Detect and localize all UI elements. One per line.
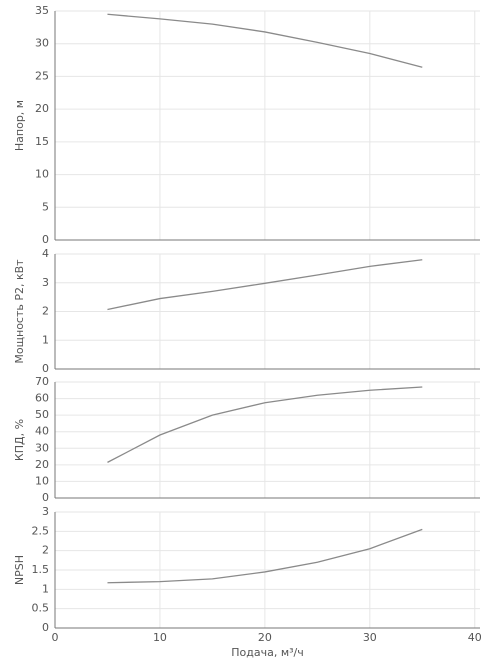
y-tick-label: 3 xyxy=(42,505,49,518)
y-tick-label: 2.5 xyxy=(32,524,50,537)
y-tick-label: 10 xyxy=(35,474,49,487)
x-tick-label: 20 xyxy=(258,631,272,644)
y-tick-label: 50 xyxy=(35,408,49,421)
line xyxy=(107,13,423,68)
y-tick-label: 1 xyxy=(42,582,49,595)
y-tick-label: 30 xyxy=(35,37,49,50)
y-tick-label: 30 xyxy=(35,441,49,454)
y-tick-label: 0 xyxy=(42,362,49,375)
y-tick-label: 10 xyxy=(35,168,49,181)
y-tick-label: 40 xyxy=(35,425,49,438)
y-tick-label: 60 xyxy=(35,392,49,405)
line xyxy=(107,528,423,584)
line xyxy=(107,259,423,311)
y-tick-label: 20 xyxy=(35,458,49,471)
y-axis-label: NPSH xyxy=(13,555,26,585)
x-tick-label: 10 xyxy=(153,631,167,644)
y-tick-label: 3 xyxy=(42,276,49,289)
x-tick-label: 0 xyxy=(52,631,59,644)
y-axis-label: Напор, м xyxy=(13,100,26,151)
x-tick-label: 30 xyxy=(363,631,377,644)
y-tick-label: 0.5 xyxy=(32,602,50,615)
y-tick-label: 2 xyxy=(42,544,49,557)
x-tick-label: 40 xyxy=(468,631,482,644)
y-tick-label: 2 xyxy=(42,305,49,318)
y-tick-label: 5 xyxy=(42,200,49,213)
y-tick-label: 4 xyxy=(42,247,49,260)
y-tick-label: 35 xyxy=(35,4,49,17)
y-tick-label: 0 xyxy=(42,621,49,634)
y-tick-label: 25 xyxy=(35,69,49,82)
y-tick-label: 0 xyxy=(42,233,49,246)
y-tick-label: 20 xyxy=(35,102,49,115)
y-tick-label: 15 xyxy=(35,135,49,148)
y-tick-label: 0 xyxy=(42,491,49,504)
y-axis-label: КПД, % xyxy=(13,419,26,461)
y-tick-label: 1 xyxy=(42,333,49,346)
x-axis-label: Подача, м³/ч xyxy=(231,646,304,659)
y-tick-label: 1.5 xyxy=(32,563,50,576)
line xyxy=(107,386,423,463)
y-axis-label: Мощность Р2, кВт xyxy=(13,259,26,364)
y-tick-label: 70 xyxy=(35,375,49,388)
